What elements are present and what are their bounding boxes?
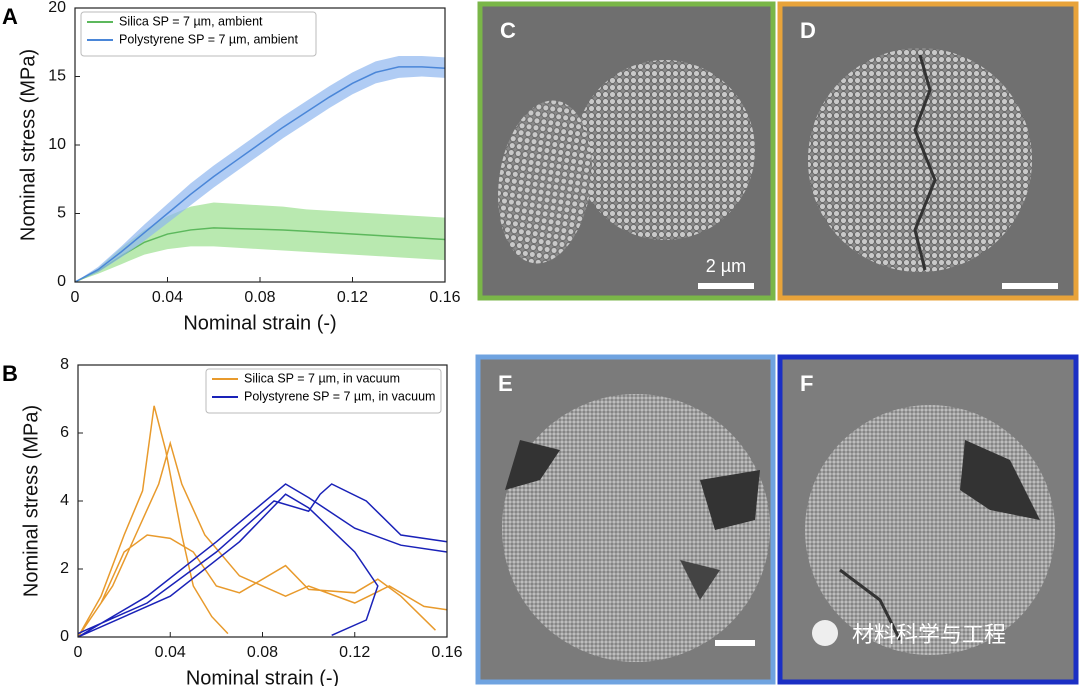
y-tick-label: 20	[48, 0, 66, 16]
x-axis-label: Nominal strain (-)	[183, 312, 336, 334]
panel-c: C 2 µm	[477, 1, 776, 301]
legend-label: Silica SP = 7 µm, in vacuum	[244, 371, 400, 385]
x-tick-label: 0	[74, 644, 83, 661]
panel-d: D	[777, 1, 1079, 301]
legend-label: Polystyrene SP = 7 µm, in vacuum	[244, 389, 435, 403]
x-tick-label: 0.04	[152, 289, 183, 306]
x-tick-label: 0.08	[247, 644, 278, 661]
y-axis-label: Nominal stress (MPa)	[17, 49, 39, 241]
y-axis-label: Nominal stress (MPa)	[20, 405, 42, 597]
x-tick-label: 0.16	[431, 644, 462, 661]
scale-bar	[715, 640, 755, 646]
y-tick-label: 0	[57, 273, 66, 290]
y-tick-label: 15	[48, 68, 66, 85]
scale-bar-label: 2 µm	[706, 256, 746, 276]
legend-label: Polystyrene SP = 7 µm, ambient	[119, 32, 298, 46]
legend-label: Silica SP = 7 µm, ambient	[119, 14, 263, 28]
x-axis-label: Nominal strain (-)	[186, 667, 339, 686]
watermark: 材料科学与工程	[852, 622, 1006, 647]
panel-f: F 材料科学与工程	[777, 354, 1079, 685]
y-tick-label: 5	[57, 205, 66, 222]
scale-bar	[1002, 283, 1058, 289]
series-line	[77, 483, 448, 638]
scale-bar	[698, 283, 754, 289]
y-tick-label: 2	[60, 560, 69, 577]
series-line	[77, 405, 448, 638]
y-tick-label: 6	[60, 424, 69, 441]
series-line	[74, 227, 446, 283]
x-tick-label: 0.04	[155, 644, 186, 661]
legend-box	[205, 368, 442, 414]
panel-e: E	[475, 354, 776, 685]
x-tick-label: 0.12	[339, 644, 370, 661]
y-tick-label: 0	[60, 628, 69, 645]
y-tick-label: 10	[48, 136, 66, 153]
x-tick-label: 0.08	[244, 289, 275, 306]
wechat-icon	[812, 620, 838, 646]
y-tick-label: 8	[60, 356, 69, 373]
panel-label: C	[500, 18, 516, 43]
panel-label: E	[498, 371, 513, 396]
y-tick-label: 4	[60, 492, 69, 509]
panel-label: D	[800, 18, 816, 43]
panel-label: F	[800, 371, 813, 396]
x-tick-label: 0	[71, 289, 80, 306]
panel-label: A	[2, 4, 18, 29]
x-tick-label: 0.12	[337, 289, 368, 306]
panel-label: B	[2, 361, 18, 386]
x-tick-label: 0.16	[429, 289, 460, 306]
series-line	[74, 66, 446, 283]
legend-box	[80, 11, 317, 57]
